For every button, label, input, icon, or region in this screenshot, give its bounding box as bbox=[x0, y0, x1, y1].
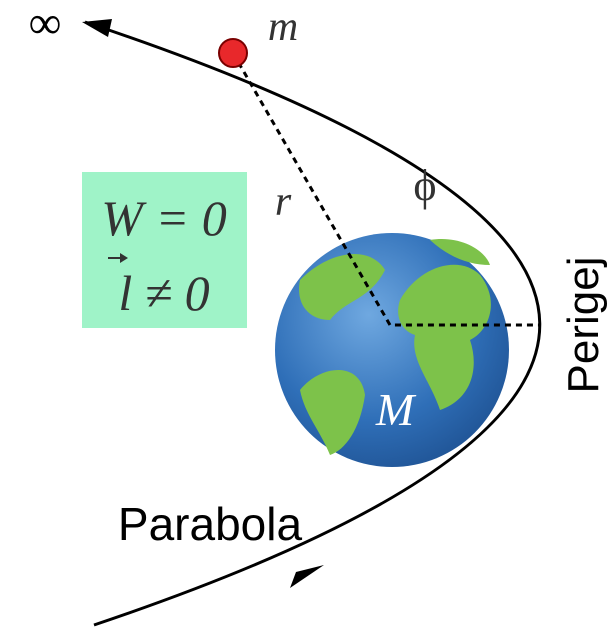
radius-label: r bbox=[275, 179, 292, 225]
curve-label: Parabola bbox=[118, 498, 303, 550]
infinity-label: ∞ bbox=[29, 0, 62, 48]
central-mass-label: M bbox=[375, 384, 417, 435]
arrow-head bbox=[290, 565, 324, 588]
mass-label: m bbox=[268, 4, 298, 50]
momentum-label: l ≠ 0 bbox=[118, 265, 209, 321]
vector-arrow bbox=[108, 253, 128, 263]
mass-point bbox=[218, 38, 248, 68]
energy-label: W = 0 bbox=[101, 190, 226, 246]
arrow-head bbox=[82, 19, 112, 37]
angle-label: ϕ bbox=[413, 161, 436, 210]
info-box bbox=[82, 172, 247, 328]
perigee-label: Perigej bbox=[559, 257, 608, 394]
earth bbox=[275, 233, 509, 467]
parabola-curve bbox=[84, 20, 542, 627]
radius-line bbox=[231, 52, 540, 327]
